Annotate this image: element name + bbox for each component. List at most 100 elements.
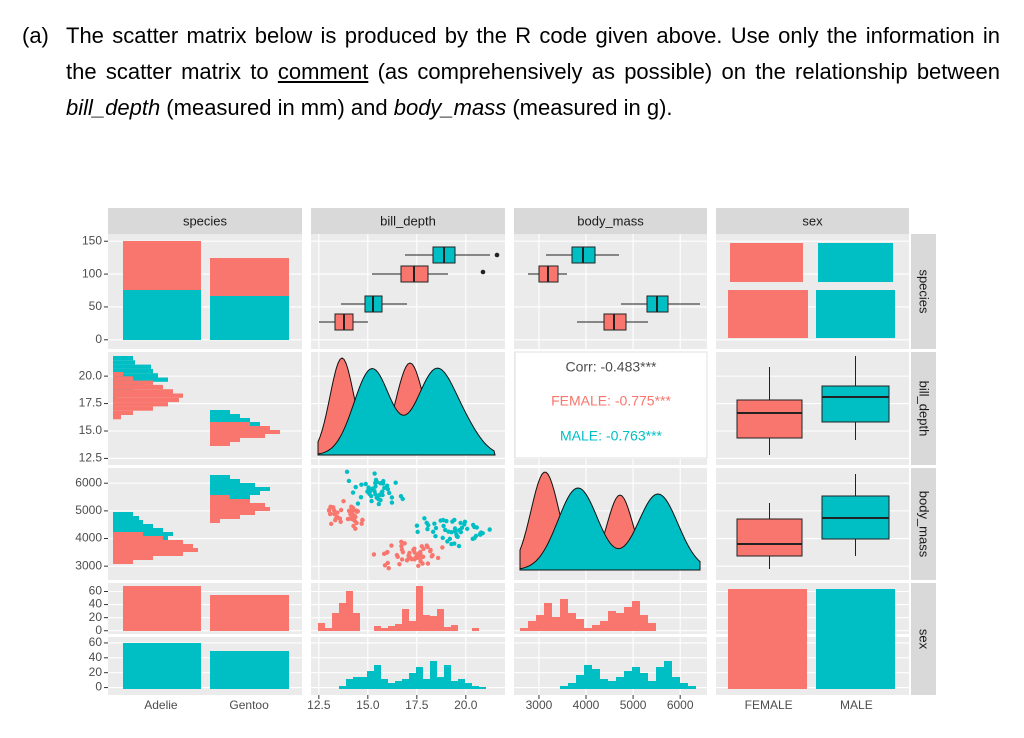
scatter-point [380, 489, 385, 494]
histogram-bar [113, 402, 168, 407]
tile [816, 290, 895, 338]
histogram-bar [353, 677, 360, 689]
histogram-bar [210, 479, 240, 483]
scatter-point [353, 514, 358, 520]
y-tick-label: 20 [89, 610, 103, 624]
histogram-bar [423, 679, 430, 689]
panel-background [311, 468, 505, 580]
histogram-bar [388, 683, 395, 689]
histogram-bar [423, 615, 430, 631]
scatter-point [345, 516, 351, 522]
scatter-point [374, 479, 380, 485]
scatter-point [424, 543, 429, 548]
x-tick-label: FEMALE [745, 698, 793, 712]
histogram-bar [113, 389, 173, 394]
row-strip: sex [917, 629, 932, 650]
histogram-bar [656, 667, 664, 689]
box [821, 385, 890, 423]
histogram-bar [210, 442, 230, 446]
histogram-bar [113, 556, 153, 560]
question-text: (measured in g). [506, 95, 673, 120]
histogram-bar [608, 611, 616, 631]
histogram-bar [430, 661, 437, 689]
scatter-point [377, 492, 382, 498]
scatter-point [373, 492, 378, 497]
y-tick-label: 60 [89, 635, 103, 649]
histogram-bar [552, 617, 560, 631]
x-tick-label: 6000 [667, 698, 694, 712]
scatter-point [385, 487, 391, 492]
scatter-point [382, 485, 387, 491]
histogram-bar [210, 491, 260, 495]
y-tick-label: 12.5 [79, 451, 103, 465]
histogram-bar [113, 393, 183, 398]
histogram-bar [113, 552, 183, 556]
y-tick-label: 5000 [75, 503, 102, 517]
question-text: body_mass [393, 95, 507, 120]
histogram-bar [465, 683, 472, 689]
scatter-point [386, 565, 391, 571]
scatter-point [473, 533, 479, 539]
scatter-point [415, 555, 420, 561]
histogram-bar [113, 415, 121, 420]
scatter-point [355, 501, 361, 506]
histogram-bar [451, 625, 458, 631]
scatter-point [397, 562, 402, 567]
histogram-bar [113, 512, 133, 516]
column-strip: body_mass [577, 213, 644, 228]
scatter-point [400, 496, 405, 502]
strip-background [911, 468, 936, 580]
strip-background [911, 583, 936, 695]
scatter-point [389, 543, 394, 548]
scatter-point [438, 518, 443, 523]
scatter-point [359, 482, 364, 487]
scatter-point [385, 560, 390, 566]
histogram-bar [402, 609, 409, 631]
scatter-point [433, 525, 439, 531]
outlier [480, 269, 486, 275]
x-tick-label: 3000 [526, 698, 553, 712]
scatter-point [399, 543, 404, 549]
scatter-point [331, 508, 337, 513]
scatter-point [332, 511, 337, 517]
histogram-bar [113, 373, 158, 378]
scatter-point [358, 494, 364, 500]
bar [816, 589, 895, 689]
histogram-bar [113, 516, 139, 520]
scatter-point [352, 518, 358, 524]
y-tick-label: 4000 [75, 531, 102, 545]
histogram-bar [113, 524, 153, 528]
histogram-bar [339, 686, 346, 689]
histogram-bar [113, 410, 133, 415]
histogram-bar [472, 686, 479, 689]
scatter-point [414, 523, 420, 528]
bar [210, 296, 289, 340]
histogram-bar [210, 422, 250, 426]
y-tick-label: 0 [95, 680, 102, 694]
scatter-point [470, 522, 476, 528]
scatter-point [420, 561, 425, 566]
bar [728, 589, 807, 689]
histogram-bar [113, 520, 143, 524]
panel-background [311, 234, 505, 349]
histogram-bar [600, 679, 608, 689]
y-tick-label: 40 [89, 597, 103, 611]
scatter-point [338, 519, 343, 524]
histogram-bar [210, 430, 280, 434]
histogram-bar [113, 544, 193, 548]
histogram-bar [688, 686, 696, 689]
histogram-bar [437, 677, 444, 689]
strip-background [311, 208, 505, 234]
scatter-point [348, 511, 353, 517]
scatter-point [338, 507, 344, 513]
histogram-bar [210, 426, 270, 430]
strip-background [911, 234, 936, 349]
scatter-point [418, 549, 423, 555]
histogram-bar [409, 673, 416, 689]
scatter-point [430, 529, 436, 534]
histogram-bar [381, 628, 388, 631]
scatter-point [366, 485, 371, 490]
scatter-point [444, 518, 449, 524]
histogram-bar [113, 532, 143, 536]
